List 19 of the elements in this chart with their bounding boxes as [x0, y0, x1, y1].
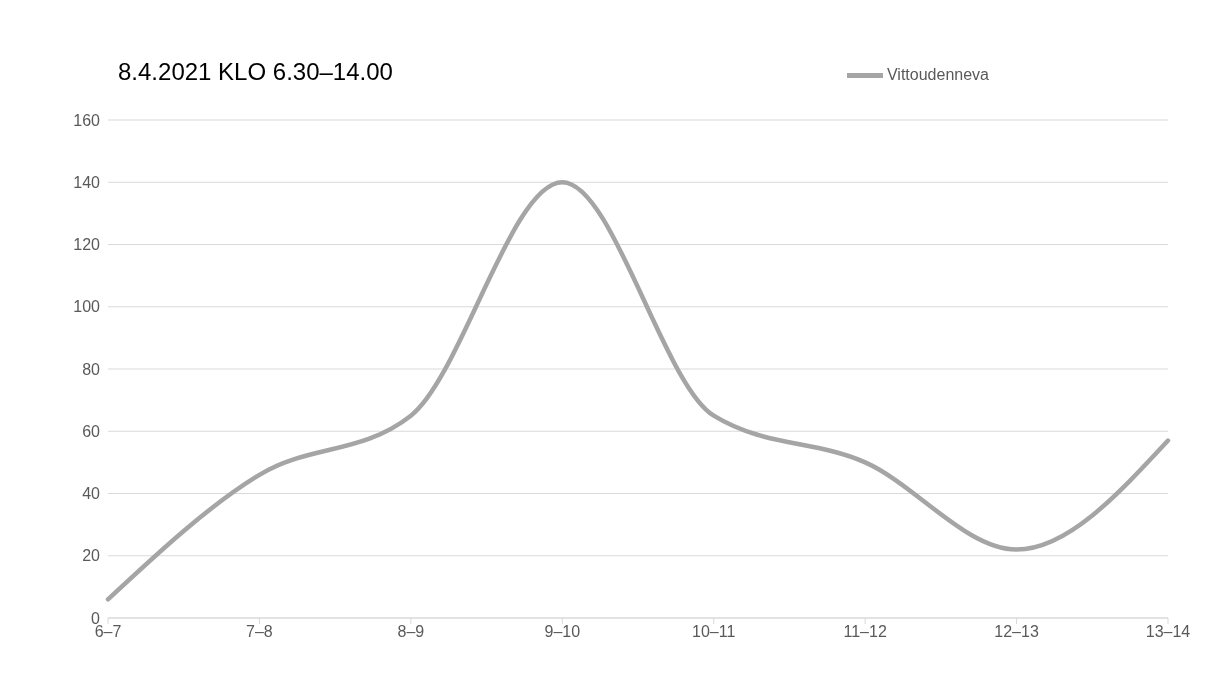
line-series — [105, 180, 1171, 602]
y-tick-label: 120 — [73, 236, 101, 254]
y-tick-label: 80 — [82, 360, 101, 378]
chart-title: 8.4.2021 KLO 6.30–14.00 — [118, 58, 393, 86]
x-tick-label: 8–9 — [397, 623, 425, 641]
legend-label: Vittoudenneva — [886, 66, 989, 84]
x-tick-label: 13–14 — [1145, 623, 1191, 641]
x-tick-label: 6–7 — [94, 623, 122, 641]
x-tick-label: 10–11 — [692, 623, 736, 641]
x-tick-label: 12–13 — [994, 623, 1039, 641]
x-tick-label: 9–10 — [544, 623, 581, 641]
y-tick-label: 100 — [73, 298, 101, 316]
x-tick-label: 11–12 — [843, 623, 887, 641]
y-tick-label: 60 — [82, 422, 101, 440]
y-tick-label: 40 — [82, 485, 101, 503]
y-tick-label: 160 — [73, 111, 101, 129]
y-tick-label: 20 — [82, 547, 101, 565]
y-tick-label: 140 — [73, 173, 101, 191]
x-tick-label: 7–8 — [246, 623, 273, 641]
